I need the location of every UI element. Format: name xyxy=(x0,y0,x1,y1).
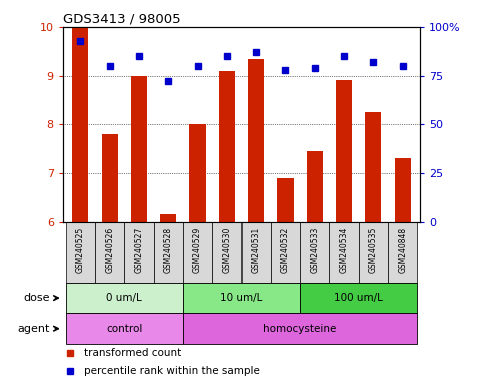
Text: transformed count: transformed count xyxy=(84,348,182,358)
Bar xyxy=(307,151,323,222)
Text: GSM240528: GSM240528 xyxy=(164,227,173,273)
Text: GSM240533: GSM240533 xyxy=(310,227,319,273)
Text: GSM240529: GSM240529 xyxy=(193,227,202,273)
Text: GSM240535: GSM240535 xyxy=(369,227,378,273)
Text: GSM240527: GSM240527 xyxy=(134,227,143,273)
Bar xyxy=(248,58,264,222)
Bar xyxy=(124,222,154,283)
Bar xyxy=(66,222,95,283)
Text: GSM240525: GSM240525 xyxy=(76,227,85,273)
Bar xyxy=(95,222,124,283)
Bar xyxy=(329,222,359,283)
Text: GDS3413 / 98005: GDS3413 / 98005 xyxy=(63,13,181,26)
Text: GSM240848: GSM240848 xyxy=(398,227,407,273)
Bar xyxy=(101,134,118,222)
Text: GSM240530: GSM240530 xyxy=(222,227,231,273)
Bar xyxy=(189,124,206,222)
Bar xyxy=(183,283,300,313)
Bar xyxy=(183,222,212,283)
Bar xyxy=(336,80,352,222)
Bar xyxy=(154,222,183,283)
Text: 0 um/L: 0 um/L xyxy=(106,293,142,303)
Text: 100 um/L: 100 um/L xyxy=(334,293,383,303)
Bar xyxy=(300,283,417,313)
Text: 10 um/L: 10 um/L xyxy=(220,293,263,303)
Bar xyxy=(183,313,417,344)
Bar xyxy=(242,222,271,283)
Text: GSM240526: GSM240526 xyxy=(105,227,114,273)
Bar xyxy=(131,76,147,222)
Bar xyxy=(359,222,388,283)
Bar xyxy=(160,214,176,222)
Bar xyxy=(388,222,417,283)
Text: agent: agent xyxy=(17,324,50,334)
Text: GSM240531: GSM240531 xyxy=(252,227,261,273)
Text: percentile rank within the sample: percentile rank within the sample xyxy=(84,366,260,376)
Text: GSM240532: GSM240532 xyxy=(281,227,290,273)
Text: GSM240534: GSM240534 xyxy=(340,227,349,273)
Text: dose: dose xyxy=(23,293,50,303)
Text: homocysteine: homocysteine xyxy=(263,324,337,334)
Bar xyxy=(66,283,183,313)
Bar xyxy=(277,178,294,222)
Bar xyxy=(212,222,242,283)
Bar xyxy=(219,71,235,222)
Bar xyxy=(365,112,382,222)
Bar xyxy=(66,313,183,344)
Bar xyxy=(300,222,329,283)
Bar xyxy=(271,222,300,283)
Bar xyxy=(395,158,411,222)
Text: control: control xyxy=(106,324,142,334)
Bar xyxy=(72,27,88,222)
